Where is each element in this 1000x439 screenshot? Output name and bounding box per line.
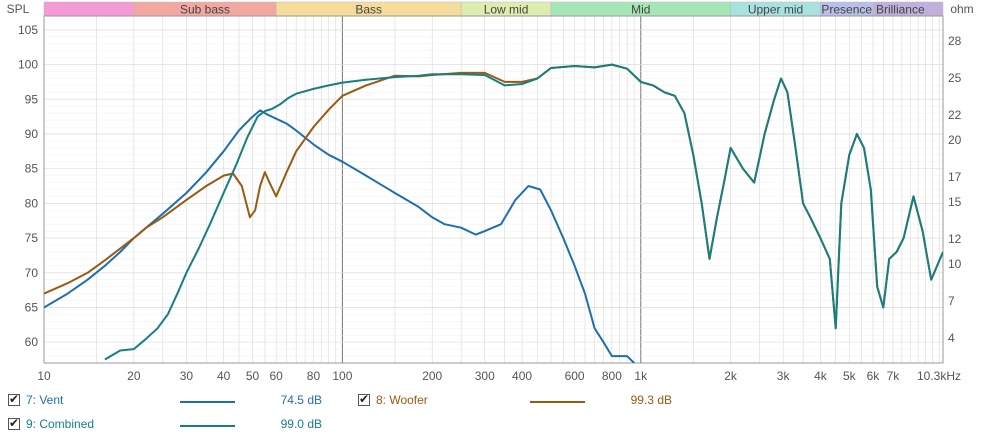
legend-item-woofer[interactable]: 8: Woofer [358,390,428,410]
frequency-band-strip: Sub bass Bass Low mid Mid Upper mid Presence B… [43,1,944,17]
series-line-9-combined [104,63,943,361]
tick-labels: 10 20 30 40 50 60 80 100 200 300 400 600 800 1k 2k 3k 4k… [18,23,962,383]
legend-item-combined[interactable]: 9: Combined [8,414,94,434]
legend-value-vent: 74.5 dB [280,393,322,407]
y2-tick-label-15: 15 [948,195,962,209]
y-tick-label-60: 60 [25,335,39,349]
legend-line-combined [180,425,235,427]
y2-tick-label-12: 12 [948,232,962,246]
x-tick-label-200: 200 [422,369,442,383]
x-tick-label-600: 600 [565,369,585,383]
series-layer [44,63,943,363]
woofer-checkbox[interactable] [358,392,370,406]
y2-axis-label: ohm [950,2,973,16]
y-tick-label-80: 80 [25,196,39,210]
x-tick-label-6k: 6k [867,369,881,383]
band-label-bass: Bass [355,3,382,17]
legend-line-vent [180,401,235,403]
y-tick-label-65: 65 [25,300,39,314]
legend-label-combined: 9: Combined [26,417,95,431]
chart-legend: 7: Vent 74.5 dB 8: Woofer 99.3 dB 9: Com… [0,388,1000,439]
legend-line-woofer [530,401,585,403]
y-tick-label-90: 90 [25,127,39,141]
y2-tick-label-7: 7 [948,294,955,308]
band-label-presence: Presence [821,3,872,17]
legend-value-woofer: 99.3 dB [630,393,672,407]
y-tick-label-85: 85 [25,162,39,176]
y2-tick-label-17: 17 [948,170,962,184]
series-line-7-vent [44,109,635,363]
x-tick-label-40: 40 [217,369,231,383]
frequency-response-chart: Sub bass Bass Low mid Mid Upper mid Presence B… [7,1,974,383]
x-tick-label-30: 30 [180,369,194,383]
y2-tick-label-22: 22 [948,108,962,122]
combined-checkbox[interactable] [8,416,20,430]
y-tick-label-70: 70 [25,266,39,280]
x-tick-label-10-3khz: 10.3kHz [917,369,961,383]
vent-checkbox[interactable] [8,392,20,406]
band-label-low-mid: Low mid [484,3,529,17]
y-tick-label-105: 105 [18,23,38,37]
band-label-brilliance: Brilliance [876,3,925,17]
x-tick-label-3k: 3k [777,369,791,383]
x-tick-label-50: 50 [246,369,260,383]
y-tick-label-75: 75 [25,231,39,245]
y-tick-label-100: 100 [18,58,38,72]
legend-label-vent: 7: Vent [26,393,64,407]
band-label-sub-bass: Sub bass [180,3,230,17]
x-tick-label-80: 80 [307,369,321,383]
y-tick-label-95: 95 [25,92,39,106]
y2-tick-label-25: 25 [948,71,962,85]
x-tick-label-60: 60 [270,369,284,383]
band-label-upper-mid: Upper mid [748,3,803,17]
plot-frame [43,15,944,364]
x-tick-label-400: 400 [512,369,532,383]
x-tick-label-100: 100 [332,369,352,383]
y-axis-label: SPL [7,2,30,16]
x-tick-label-20: 20 [127,369,141,383]
x-tick-label-10: 10 [37,369,51,383]
x-tick-label-7k: 7k [887,369,901,383]
y2-tick-label-10: 10 [948,257,962,271]
y2-tick-label-4: 4 [948,331,955,345]
x-tick-label-2k: 2k [724,369,738,383]
x-tick-label-800: 800 [602,369,622,383]
y2-tick-label-28: 28 [948,34,962,48]
band-label-mid: Mid [631,3,650,17]
legend-label-woofer: 8: Woofer [376,393,428,407]
band-unnamed-0 [43,1,135,17]
x-tick-label-300: 300 [475,369,495,383]
x-tick-label-4k: 4k [814,369,828,383]
chart-grid [43,15,943,364]
legend-item-vent[interactable]: 7: Vent [8,390,63,410]
x-tick-label-1k: 1k [634,369,648,383]
legend-value-combined: 99.0 dB [280,417,322,431]
x-tick-label-5k: 5k [843,369,857,383]
y2-tick-label-20: 20 [948,133,962,147]
